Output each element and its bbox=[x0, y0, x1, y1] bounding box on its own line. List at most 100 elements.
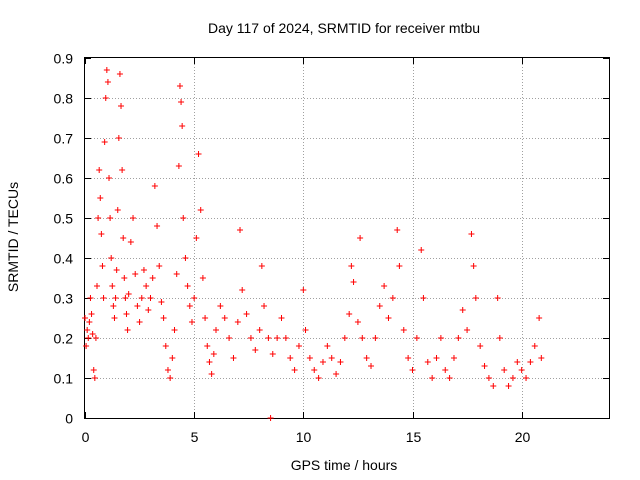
data-point bbox=[103, 67, 110, 73]
data-point bbox=[197, 207, 204, 213]
data-point bbox=[83, 343, 90, 349]
data-point bbox=[455, 335, 462, 341]
data-point bbox=[396, 263, 403, 269]
data-point bbox=[226, 335, 233, 341]
data-point bbox=[125, 291, 132, 297]
data-point bbox=[132, 271, 139, 277]
data-point bbox=[450, 355, 457, 361]
data-point bbox=[437, 335, 444, 341]
y-tick-label: 0.1 bbox=[54, 371, 74, 387]
data-point bbox=[160, 315, 167, 321]
data-point bbox=[348, 263, 355, 269]
data-point bbox=[176, 83, 183, 89]
data-point bbox=[99, 263, 106, 269]
y-axis-label: SRMTID / TECUs bbox=[5, 182, 21, 292]
data-point bbox=[178, 99, 185, 105]
data-point bbox=[282, 335, 289, 341]
data-point bbox=[485, 375, 492, 381]
data-point bbox=[162, 343, 169, 349]
y-tick-label: 0.5 bbox=[54, 211, 74, 227]
data-point bbox=[118, 103, 125, 109]
data-point bbox=[114, 207, 121, 213]
data-point bbox=[274, 335, 281, 341]
data-point bbox=[333, 371, 340, 377]
data-point bbox=[368, 363, 375, 369]
data-point bbox=[90, 367, 97, 373]
data-point bbox=[164, 367, 171, 373]
data-point bbox=[256, 327, 263, 333]
data-point bbox=[210, 351, 217, 357]
data-point bbox=[116, 71, 123, 77]
data-point bbox=[538, 355, 545, 361]
data-point bbox=[394, 227, 401, 233]
data-point bbox=[173, 271, 180, 277]
x-axis-label: GPS time / hours bbox=[291, 457, 398, 473]
data-point bbox=[496, 335, 503, 341]
y-tick-label: 0.4 bbox=[54, 251, 74, 267]
data-point bbox=[278, 315, 285, 321]
data-point bbox=[124, 327, 131, 333]
y-tick-label: 0.3 bbox=[54, 291, 74, 307]
y-tick-label: 0.9 bbox=[54, 51, 74, 67]
data-point bbox=[171, 327, 178, 333]
data-point bbox=[464, 327, 471, 333]
data-point bbox=[107, 215, 114, 221]
data-point bbox=[95, 215, 102, 221]
data-point bbox=[122, 295, 129, 301]
data-point bbox=[94, 283, 101, 289]
data-point bbox=[470, 263, 477, 269]
data-point bbox=[147, 295, 154, 301]
data-point bbox=[523, 375, 530, 381]
data-point bbox=[376, 303, 383, 309]
data-point bbox=[169, 355, 176, 361]
data-point bbox=[149, 275, 156, 281]
data-point bbox=[324, 343, 331, 349]
data-point bbox=[409, 367, 416, 373]
y-tick-label: 0.7 bbox=[54, 131, 74, 147]
data-point bbox=[234, 319, 241, 325]
data-point bbox=[413, 335, 420, 341]
data-point bbox=[252, 347, 259, 353]
x-tick-label: 10 bbox=[296, 429, 312, 445]
data-point bbox=[354, 319, 361, 325]
data-point bbox=[151, 183, 158, 189]
data-point bbox=[518, 367, 525, 373]
data-point bbox=[311, 367, 318, 373]
axes: 0 0.1 0.2 0.3 0.4 0.5 0.6 0.7 0.8 0.9 0 5 10 15 20 bbox=[54, 51, 609, 445]
data-point bbox=[509, 375, 516, 381]
data-point bbox=[89, 331, 96, 337]
data-point bbox=[195, 151, 202, 157]
data-point bbox=[459, 307, 466, 313]
data-point bbox=[405, 355, 412, 361]
data-point bbox=[217, 303, 224, 309]
data-point bbox=[239, 287, 246, 293]
data-point bbox=[468, 231, 475, 237]
data-point bbox=[92, 335, 99, 341]
data-point bbox=[306, 355, 313, 361]
data-point bbox=[424, 359, 431, 365]
data-point bbox=[87, 295, 94, 301]
y-tick-label: 0.6 bbox=[54, 171, 74, 187]
data-point bbox=[167, 375, 174, 381]
x-tick-label: 15 bbox=[406, 429, 422, 445]
data-point bbox=[134, 303, 141, 309]
data-point bbox=[113, 267, 120, 273]
x-tick-label: 5 bbox=[191, 429, 199, 445]
data-point bbox=[442, 367, 449, 373]
data-point bbox=[315, 375, 322, 381]
data-point bbox=[359, 335, 366, 341]
data-point bbox=[193, 235, 200, 241]
data-point bbox=[140, 267, 147, 273]
data-point bbox=[86, 319, 93, 325]
data-point bbox=[418, 247, 425, 253]
data-point bbox=[505, 383, 512, 389]
data-point bbox=[186, 303, 193, 309]
data-point bbox=[120, 235, 127, 241]
plot-frame bbox=[84, 57, 610, 419]
data-point bbox=[265, 335, 272, 341]
data-point bbox=[400, 327, 407, 333]
data-point bbox=[91, 375, 98, 381]
data-point bbox=[102, 95, 109, 101]
data-point bbox=[97, 195, 104, 201]
data-point bbox=[337, 359, 344, 365]
